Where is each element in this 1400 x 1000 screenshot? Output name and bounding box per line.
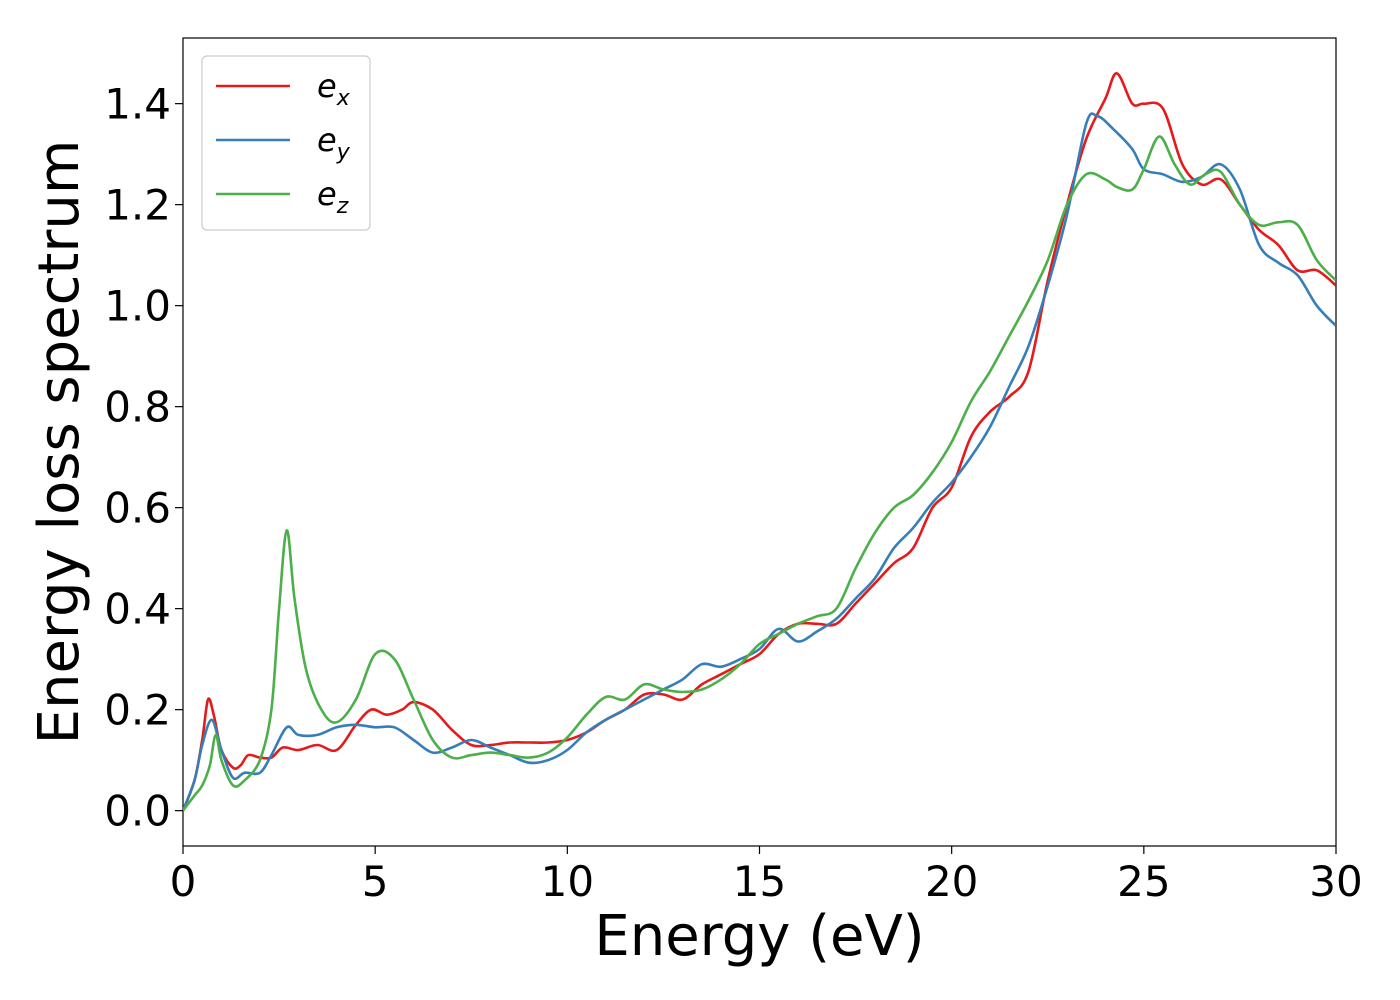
y-tick-label: 1.0 bbox=[104, 282, 171, 331]
x-tick-label: 30 bbox=[1309, 857, 1362, 906]
x-axis-label: Energy (eV) bbox=[594, 904, 924, 969]
legend-box bbox=[201, 55, 371, 231]
y-tick-label: 0.8 bbox=[104, 383, 171, 432]
series-line-e-y bbox=[183, 112, 1336, 812]
y-axis: 0.0 0.2 0.4 0.6 0.8 1.0 1.2 1.4 bbox=[104, 80, 183, 836]
y-tick-label: 0.6 bbox=[104, 484, 171, 533]
x-tick-label: 5 bbox=[362, 857, 389, 906]
series-line-e-z bbox=[183, 135, 1336, 812]
x-axis: 0 5 10 15 20 25 30 bbox=[170, 846, 1363, 906]
y-axis-label: Energy loss spectrum bbox=[27, 140, 92, 745]
y-tick-label: 1.2 bbox=[104, 181, 171, 230]
series-line-e-x bbox=[183, 72, 1336, 812]
x-tick-label: 0 bbox=[170, 857, 197, 906]
x-tick-label: 25 bbox=[1117, 857, 1170, 906]
series-layer bbox=[183, 72, 1336, 812]
y-tick-label: 0.4 bbox=[104, 585, 171, 634]
x-tick-label: 20 bbox=[925, 857, 978, 906]
x-tick-label: 15 bbox=[733, 857, 786, 906]
y-tick-label: 1.4 bbox=[104, 80, 171, 129]
y-tick-label: 0.0 bbox=[104, 787, 171, 836]
y-tick-label: 0.2 bbox=[104, 686, 171, 735]
x-tick-label: 10 bbox=[541, 857, 594, 906]
